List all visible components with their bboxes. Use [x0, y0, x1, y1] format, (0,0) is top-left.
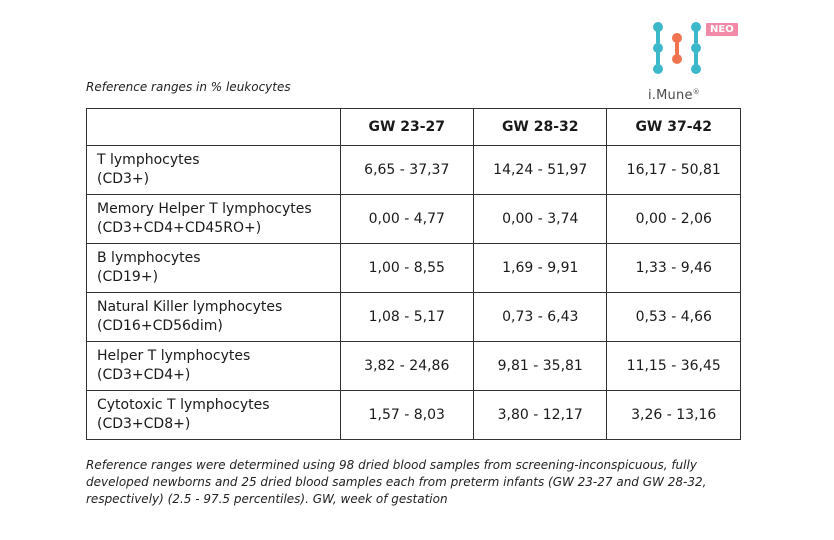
cell-name: Cytotoxic T lymphocytes (CD3+CD8+) — [86, 390, 341, 440]
header-gw-28-32: GW 28-32 — [472, 108, 608, 146]
cell-value: 1,69 - 9,91 — [472, 243, 608, 293]
cell-population: Helper T lymphocytes — [97, 348, 251, 364]
table-row: B lymphocytes (CD19+) 1,00 - 8,55 1,69 - … — [86, 243, 741, 293]
cell-value: 0,73 - 6,43 — [472, 292, 608, 342]
cell-markers: (CD3+CD8+) — [97, 416, 191, 432]
table-row: Helper T lymphocytes (CD3+CD4+) 3,82 - 24… — [86, 341, 741, 391]
cell-value: 0,53 - 4,66 — [606, 292, 741, 342]
cell-markers: (CD3+) — [97, 171, 150, 187]
cell-population: B lymphocytes — [97, 250, 201, 266]
cell-value: 1,33 - 9,46 — [606, 243, 741, 293]
cell-markers: (CD3+CD4+) — [97, 367, 191, 383]
header-gw-37-42: GW 37-42 — [606, 108, 741, 146]
cell-value: 3,82 - 24,86 — [339, 341, 475, 391]
cell-value: 9,81 - 35,81 — [472, 341, 608, 391]
cell-name: Helper T lymphocytes (CD3+CD4+) — [86, 341, 341, 391]
table-row: Cytotoxic T lymphocytes (CD3+CD8+) 1,57 -… — [86, 390, 741, 440]
table-row: T lymphocytes (CD3+) 6,65 - 37,37 14,24 -… — [86, 145, 741, 195]
cell-value: 14,24 - 51,97 — [472, 145, 608, 195]
cell-name: T lymphocytes (CD3+) — [86, 145, 341, 195]
header-cell-empty — [86, 108, 341, 146]
cell-value: 6,65 - 37,37 — [339, 145, 475, 195]
table-footnote: Reference ranges were determined using 9… — [86, 458, 707, 506]
cell-name: Natural Killer lymphocytes (CD16+CD56dim) — [86, 292, 341, 342]
cell-value: 0,00 - 3,74 — [472, 194, 608, 244]
cell-value: 3,26 - 13,16 — [606, 390, 741, 440]
cell-value: 16,17 - 50,81 — [606, 145, 741, 195]
cell-value: 3,80 - 12,17 — [472, 390, 608, 440]
cell-name: Memory Helper T lymphocytes (CD3+CD4+CD45… — [86, 194, 341, 244]
table-header-row: GW 23-27 GW 28-32 GW 37-42 — [86, 108, 741, 146]
cell-value: 0,00 - 4,77 — [339, 194, 475, 244]
cell-population: Memory Helper T lymphocytes — [97, 201, 312, 217]
cell-value: 0,00 - 2,06 — [606, 194, 741, 244]
cell-value: 11,15 - 36,45 — [606, 341, 741, 391]
table-row: Memory Helper T lymphocytes (CD3+CD4+CD45… — [86, 194, 741, 244]
brand-name: i.Mune — [648, 88, 693, 103]
cell-markers: (CD3+CD4+CD45RO+) — [97, 220, 262, 236]
cell-markers: (CD19+) — [97, 269, 159, 285]
cell-population: Natural Killer lymphocytes — [97, 299, 283, 315]
reference-ranges-table: GW 23-27 GW 28-32 GW 37-42 T lymphocytes… — [86, 108, 741, 440]
cell-value: 1,08 - 5,17 — [339, 292, 475, 342]
brand-wordmark: i.Mune® — [648, 88, 700, 103]
cell-population: Cytotoxic T lymphocytes — [97, 397, 270, 413]
registered-mark: ® — [692, 88, 700, 96]
cell-markers: (CD16+CD56dim) — [97, 318, 223, 334]
table-caption: Reference ranges in % leukocytes — [86, 80, 291, 94]
neo-badge: NEO — [706, 23, 738, 36]
imune-logo-icon — [653, 22, 701, 74]
cell-value: 1,00 - 8,55 — [339, 243, 475, 293]
cell-population: T lymphocytes — [97, 152, 200, 168]
cell-name: B lymphocytes (CD19+) — [86, 243, 341, 293]
imune-neo-logo: NEO i.Mune® — [646, 18, 746, 103]
header-gw-23-27: GW 23-27 — [339, 108, 475, 146]
cell-value: 1,57 - 8,03 — [339, 390, 475, 440]
table-row: Natural Killer lymphocytes (CD16+CD56dim)… — [86, 292, 741, 342]
